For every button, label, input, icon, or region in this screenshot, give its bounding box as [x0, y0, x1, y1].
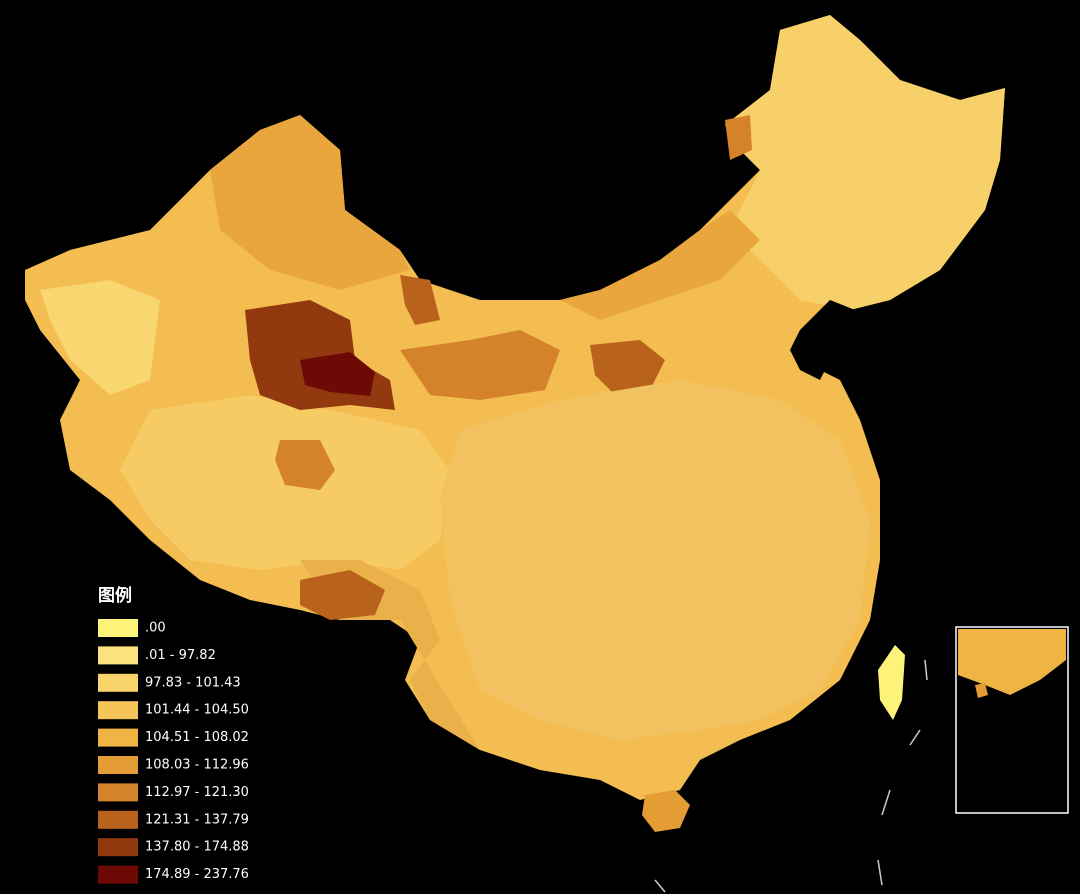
inset-hainan [975, 683, 988, 698]
map-regions [25, 15, 1005, 832]
legend-label: 121.31 - 137.79 [145, 812, 249, 827]
tibet-south-brown [300, 570, 385, 620]
hulun-brown [725, 115, 752, 160]
legend-label: .01 - 97.82 [145, 648, 216, 663]
taiwan [878, 645, 905, 720]
legend-swatch [98, 810, 138, 829]
gansu-brown [590, 340, 665, 395]
qinghai-brown [400, 330, 560, 400]
legend-swatch [98, 838, 138, 857]
inset-land [958, 629, 1066, 695]
legend-title: 图例 [98, 585, 132, 606]
legend-label: 97.83 - 101.43 [145, 675, 241, 690]
hexi-brown [400, 275, 440, 325]
xinjiang-west [40, 280, 160, 395]
legend-swatch [98, 619, 138, 637]
legend-swatch [98, 756, 138, 774]
xinjiang-north [210, 115, 410, 290]
hainan [642, 790, 690, 832]
qaidam-brown [275, 440, 335, 490]
inset [955, 626, 1069, 814]
legend-label: 108.03 - 112.96 [145, 758, 249, 773]
boundary-dash [877, 859, 883, 886]
boundary-dash [909, 729, 921, 746]
legend-swatch [98, 701, 138, 720]
legend-label: .00 [145, 621, 166, 636]
tarim-darkest [300, 352, 375, 396]
legend-swatch [98, 865, 138, 884]
legend-swatch [98, 728, 138, 747]
legend: 图例 .00 .01 - 97.82 97.83 - 101.43 101.44 - … [98, 585, 249, 884]
legend-label: 112.97 - 121.30 [145, 785, 249, 800]
legend-label: 101.44 - 104.50 [145, 703, 249, 718]
east-china [440, 380, 870, 740]
legend-label: 174.89 - 237.76 [145, 867, 249, 882]
legend-label: 104.51 - 108.02 [145, 730, 249, 745]
legend-label: 137.80 - 174.88 [145, 840, 249, 855]
boundary-dash [924, 659, 928, 681]
boundary-dash [881, 789, 891, 816]
legend-swatch [98, 646, 138, 665]
sea-boundaries [654, 659, 928, 893]
inset-frame [955, 626, 1069, 814]
legend-swatch [98, 783, 138, 802]
bohai-sea [790, 300, 855, 380]
legend-swatch [98, 673, 138, 692]
northeast-region [725, 15, 1005, 310]
inner-mongolia [560, 210, 760, 320]
boundary-dash [654, 879, 666, 893]
